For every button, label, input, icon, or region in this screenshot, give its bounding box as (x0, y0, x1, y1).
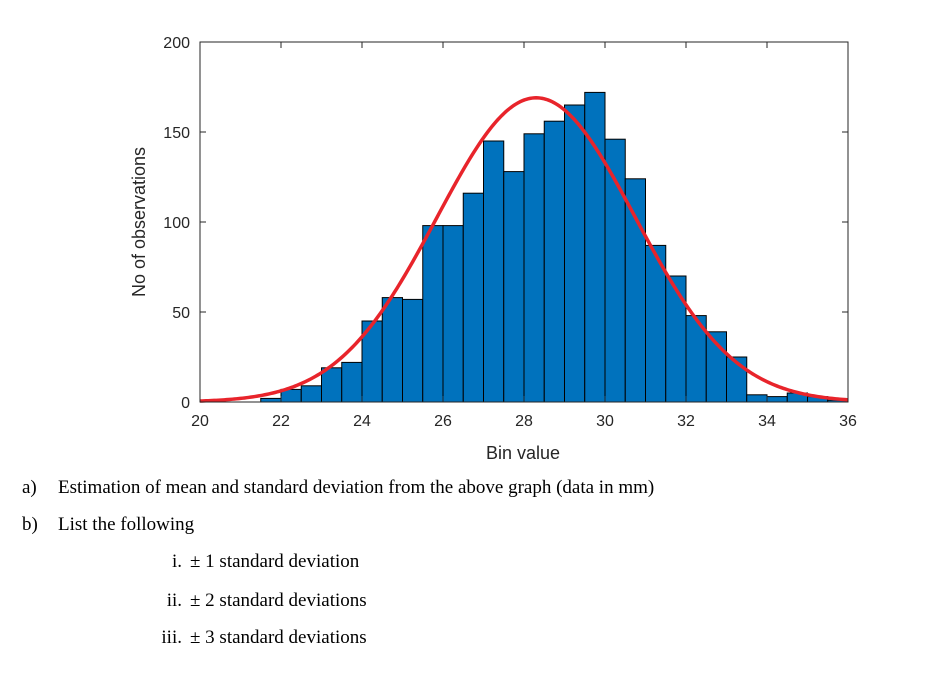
x-tick-label-28: 28 (515, 413, 533, 430)
sub-item-1-marker: i. (171, 551, 182, 572)
histogram-bar-15 (503, 171, 525, 403)
question-b: b) List the following (22, 514, 194, 536)
y-tick-label-50: 50 (172, 305, 190, 322)
sub-item-1-text: ± 1 standard deviation (190, 551, 360, 572)
y-tick-label-100: 100 (163, 215, 190, 232)
question-b-text: List the following (58, 514, 195, 535)
histogram-bar-11 (422, 225, 444, 403)
sub-item-2: ii. ± 2 standard deviations (146, 590, 367, 612)
histogram-bar-18 (564, 104, 586, 403)
question-a: a) Estimation of mean and standard deviat… (22, 477, 654, 499)
question-a-text: Estimation of mean and standard deviatio… (58, 477, 655, 498)
histogram-bar-12 (442, 225, 464, 403)
axes-layer: 20 22 24 26 28 30 32 34 36 0 50 100 150 200 (163, 35, 857, 430)
histogram-bar-23 (665, 275, 687, 403)
x-tick-label-30: 30 (596, 413, 614, 430)
sub-item-3: iii. ± 3 standard deviations (146, 627, 367, 649)
histogram-bar-13 (462, 192, 484, 403)
y-tick-label-150: 150 (163, 125, 190, 142)
sub-item-1: i. ± 1 standard deviation (146, 551, 359, 573)
x-tick-label-32: 32 (677, 413, 695, 430)
sub-item-3-marker: iii. (161, 627, 182, 648)
x-axis-label: Bin value (486, 443, 560, 463)
sub-item-3-text: ± 3 standard deviations (190, 627, 367, 648)
histogram-bar-7 (341, 361, 363, 403)
y-tick-label-0: 0 (181, 395, 190, 412)
bars-layer (260, 91, 849, 403)
histogram-bar-21 (624, 178, 646, 403)
histogram-bar-14 (483, 140, 505, 403)
histogram-bar-6 (321, 367, 343, 403)
histogram-chart: 20 22 24 26 28 30 32 34 36 0 50 100 150 200 Bin value… (129, 35, 857, 463)
y-axis-label: No of observations (129, 147, 149, 297)
histogram-bar-17 (543, 120, 565, 403)
histogram-bar-28 (766, 396, 788, 403)
y-tick-label-200: 200 (163, 35, 190, 52)
histogram-bar-3 (260, 397, 282, 403)
histogram-bar-9 (381, 297, 403, 403)
x-tick-label-24: 24 (353, 413, 371, 430)
question-b-marker: b) (22, 514, 38, 535)
histogram-bar-5 (300, 385, 322, 403)
x-tick-label-20: 20 (191, 413, 209, 430)
x-tick-label-34: 34 (758, 413, 776, 430)
histogram-bar-16 (523, 133, 545, 403)
histogram-bar-10 (402, 298, 424, 403)
normal-fit-curve (199, 96, 849, 403)
question-a-marker: a) (22, 477, 37, 498)
sub-item-2-marker: ii. (166, 590, 182, 611)
sub-item-2-text: ± 2 standard deviations (190, 590, 367, 611)
x-tick-label-26: 26 (434, 413, 452, 430)
x-tick-label-36: 36 (839, 413, 857, 430)
x-tick-label-22: 22 (272, 413, 290, 430)
histogram-bar-27 (746, 394, 768, 403)
